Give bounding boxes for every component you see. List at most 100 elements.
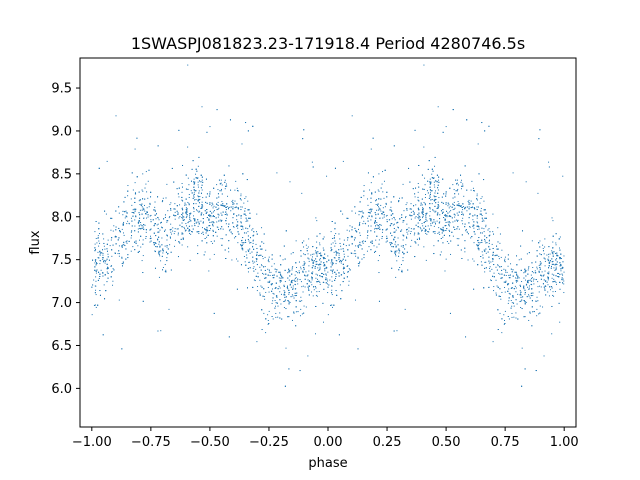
data-point: [197, 177, 199, 179]
data-point: [240, 209, 242, 211]
data-point: [458, 193, 460, 195]
data-point: [417, 208, 419, 210]
data-point: [135, 215, 137, 217]
data-point: [334, 237, 336, 239]
data-point: [208, 219, 210, 221]
data-point: [198, 206, 200, 208]
data-point: [450, 216, 452, 218]
data-point: [170, 269, 172, 271]
data-point: [197, 184, 199, 186]
data-point: [377, 203, 379, 205]
data-point: [413, 234, 415, 236]
data-point: [320, 252, 322, 254]
data-point: [112, 230, 114, 232]
data-point: [259, 245, 261, 247]
data-point: [428, 231, 430, 233]
data-point: [391, 246, 393, 248]
data-point: [385, 215, 387, 217]
data-point: [444, 270, 446, 272]
data-point: [499, 288, 501, 290]
data-point: [437, 184, 439, 186]
data-point: [542, 244, 544, 246]
data-point: [121, 256, 123, 258]
data-point: [375, 225, 376, 227]
data-point: [363, 190, 365, 192]
data-point: [454, 228, 456, 230]
data-point: [531, 278, 533, 280]
data-point: [172, 230, 174, 232]
data-point: [461, 220, 463, 222]
data-point: [179, 224, 181, 226]
data-point: [429, 207, 431, 209]
data-point: [330, 262, 332, 264]
data-point: [433, 181, 435, 183]
data-point: [362, 212, 364, 214]
data-point: [492, 341, 494, 343]
data-point: [551, 252, 553, 254]
data-point: [398, 269, 400, 271]
data-point: [218, 220, 220, 222]
data-point: [140, 224, 142, 226]
data-point: [223, 174, 225, 176]
data-point: [390, 209, 392, 211]
data-point: [381, 213, 383, 215]
data-point: [491, 268, 493, 270]
data-point: [559, 258, 561, 260]
data-point: [555, 242, 557, 244]
data-point: [507, 265, 509, 267]
data-point: [267, 314, 269, 316]
data-point: [225, 183, 227, 185]
data-point: [547, 284, 549, 286]
data-point: [92, 284, 94, 286]
data-point: [512, 295, 514, 297]
data-point: [555, 268, 557, 270]
data-point: [483, 200, 485, 202]
data-point: [264, 298, 266, 300]
data-point: [170, 223, 172, 225]
data-point: [395, 246, 397, 248]
data-point: [481, 241, 483, 243]
data-point: [288, 316, 290, 318]
data-point: [309, 280, 311, 282]
data-point: [237, 207, 239, 209]
data-point: [366, 250, 368, 252]
data-point: [545, 285, 547, 287]
data-point: [520, 296, 522, 298]
data-point: [279, 271, 281, 273]
data-point: [225, 223, 227, 225]
data-point: [560, 270, 562, 272]
data-point: [377, 227, 379, 229]
data-point: [279, 281, 281, 283]
data-point: [539, 285, 541, 287]
data-point: [217, 216, 219, 218]
data-point: [94, 266, 96, 268]
data-point: [432, 170, 434, 172]
data-point: [448, 229, 450, 231]
data-point: [438, 181, 440, 183]
data-point: [225, 209, 227, 211]
data-point: [547, 272, 549, 274]
data-point: [409, 181, 411, 183]
data-point: [212, 242, 214, 244]
data-point: [457, 204, 459, 206]
data-point: [105, 260, 107, 262]
data-point: [378, 239, 380, 241]
data-point: [359, 243, 361, 245]
data-point: [406, 228, 408, 230]
data-point: [237, 227, 239, 229]
data-point: [197, 186, 199, 188]
data-point: [551, 333, 553, 335]
data-point: [257, 272, 259, 274]
data-point: [118, 212, 120, 214]
data-point: [198, 202, 200, 204]
data-point: [484, 250, 486, 252]
data-point: [383, 180, 385, 182]
data-point: [210, 214, 212, 216]
data-point: [434, 206, 436, 208]
data-point: [452, 197, 454, 199]
data-point: [556, 254, 558, 256]
data-point: [164, 216, 166, 218]
data-point: [216, 197, 218, 199]
data-point: [251, 251, 253, 253]
data-point: [489, 231, 491, 233]
